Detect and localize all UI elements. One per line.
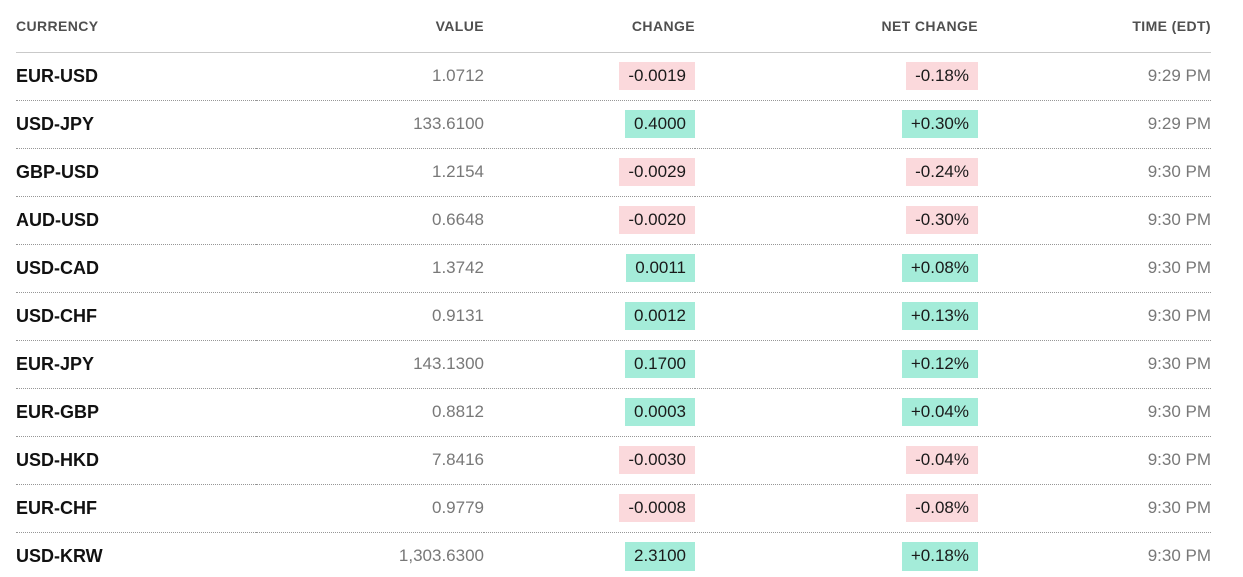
time-cell: 9:30 PM: [978, 195, 1211, 244]
currency-pair-link[interactable]: EUR-JPY: [16, 339, 256, 388]
time-cell: 9:30 PM: [978, 291, 1211, 340]
currency-pair-link[interactable]: USD-JPY: [16, 99, 256, 148]
col-header-currency: CURRENCY: [16, 0, 256, 53]
table-row: USD-CHF 0.9131 0.0012 +0.13% 9:30 PM: [16, 291, 1211, 340]
change-badge: -0.0019: [619, 61, 695, 91]
change-badge: -0.0008: [619, 493, 695, 523]
currency-pair-link[interactable]: EUR-USD: [16, 65, 99, 86]
net-change-badge: -0.18%: [906, 61, 978, 91]
change-badge: 0.0003: [625, 397, 695, 427]
currency-pair-link[interactable]: USD-CHF: [16, 291, 256, 340]
currency-pair-link[interactable]: USD-CAD: [16, 243, 256, 292]
net-change-badge: -0.04%: [906, 445, 978, 475]
time-cell: 9:30 PM: [978, 483, 1211, 532]
table-row: EUR-CHF 0.9779 -0.0008 -0.08% 9:30 PM: [16, 483, 1211, 532]
time-cell: 9:30 PM: [978, 147, 1211, 196]
value-cell: 1,303.6300: [256, 531, 484, 577]
value-cell: 1.2154: [256, 147, 484, 196]
time-cell: 9:30 PM: [978, 531, 1211, 577]
currency-pair-link[interactable]: GBP-USD: [16, 147, 256, 196]
table-row: USD-JPY 133.6100 0.4000 +0.30% 9:29 PM: [16, 99, 1211, 148]
time-cell: 9:30 PM: [978, 435, 1211, 484]
table-row: EUR-GBP 0.8812 0.0003 +0.04% 9:30 PM: [16, 387, 1211, 436]
net-change-badge: +0.13%: [901, 301, 978, 331]
table-row: USD-CAD 1.3742 0.0011 +0.08% 9:30 PM: [16, 243, 1211, 292]
change-badge: -0.0020: [619, 205, 695, 235]
change-badge: 0.1700: [625, 349, 695, 379]
currency-pair-link[interactable]: EUR-GBP: [16, 387, 256, 436]
col-header-change: CHANGE: [484, 0, 695, 53]
value-cell: 0.9131: [256, 291, 484, 340]
net-change-badge: +0.08%: [901, 253, 978, 283]
value-cell: 143.1300: [256, 339, 484, 388]
net-change-badge: +0.04%: [901, 397, 978, 427]
fx-rates-table: CURRENCY VALUE CHANGE NET CHANGE TIME (E…: [16, 0, 1211, 577]
net-change-badge: +0.30%: [901, 109, 978, 139]
change-badge: -0.0029: [619, 157, 695, 187]
net-change-badge: +0.18%: [901, 541, 978, 571]
time-cell: 9:30 PM: [978, 339, 1211, 388]
time-cell: 9:30 PM: [978, 243, 1211, 292]
time-cell: 9:29 PM: [978, 99, 1211, 148]
value-cell: 0.8812: [256, 387, 484, 436]
table-row: EUR-JPY 143.1300 0.1700 +0.12% 9:30 PM: [16, 339, 1211, 388]
value-cell: 0.6648: [256, 195, 484, 244]
table-row: EUR-USD 1.0712 -0.0019 -0.18% 9:29 PM: [16, 52, 1211, 100]
currency-pair-link[interactable]: EUR-CHF: [16, 483, 256, 532]
value-cell: 0.9779: [256, 483, 484, 532]
currency-pair-link[interactable]: USD-HKD: [16, 435, 256, 484]
table-row: USD-HKD 7.8416 -0.0030 -0.04% 9:30 PM: [16, 435, 1211, 484]
table-row: AUD-USD 0.6648 -0.0020 -0.30% 9:30 PM: [16, 195, 1211, 244]
value-cell: 133.6100: [256, 99, 484, 148]
value-cell: 7.8416: [256, 435, 484, 484]
net-change-badge: -0.08%: [906, 493, 978, 523]
net-change-badge: -0.24%: [906, 157, 978, 187]
change-badge: -0.0030: [619, 445, 695, 475]
currency-pair-link[interactable]: USD-KRW: [16, 531, 256, 577]
time-cell: 9:29 PM: [1147, 66, 1211, 85]
change-badge: 0.4000: [625, 109, 695, 139]
col-header-time: TIME (EDT): [978, 0, 1211, 53]
table-header: CURRENCY VALUE CHANGE NET CHANGE TIME (E…: [16, 0, 1211, 53]
net-change-badge: -0.30%: [906, 205, 978, 235]
currency-pair-link[interactable]: AUD-USD: [16, 195, 256, 244]
change-badge: 0.0012: [625, 301, 695, 331]
change-badge: 2.3100: [625, 541, 695, 571]
col-header-net-change: NET CHANGE: [695, 0, 978, 53]
net-change-badge: +0.12%: [901, 349, 978, 379]
table-row: USD-KRW 1,303.6300 2.3100 +0.18% 9:30 PM: [16, 531, 1211, 577]
value-cell: 1.3742: [256, 243, 484, 292]
col-header-value: VALUE: [256, 0, 484, 53]
time-cell: 9:30 PM: [978, 387, 1211, 436]
value-cell: 1.0712: [432, 66, 484, 85]
fx-table-body: EUR-USD 1.0712 -0.0019 -0.18% 9:29 PM US…: [16, 52, 1211, 577]
change-badge: 0.0011: [626, 253, 695, 283]
table-row: GBP-USD 1.2154 -0.0029 -0.24% 9:30 PM: [16, 147, 1211, 196]
